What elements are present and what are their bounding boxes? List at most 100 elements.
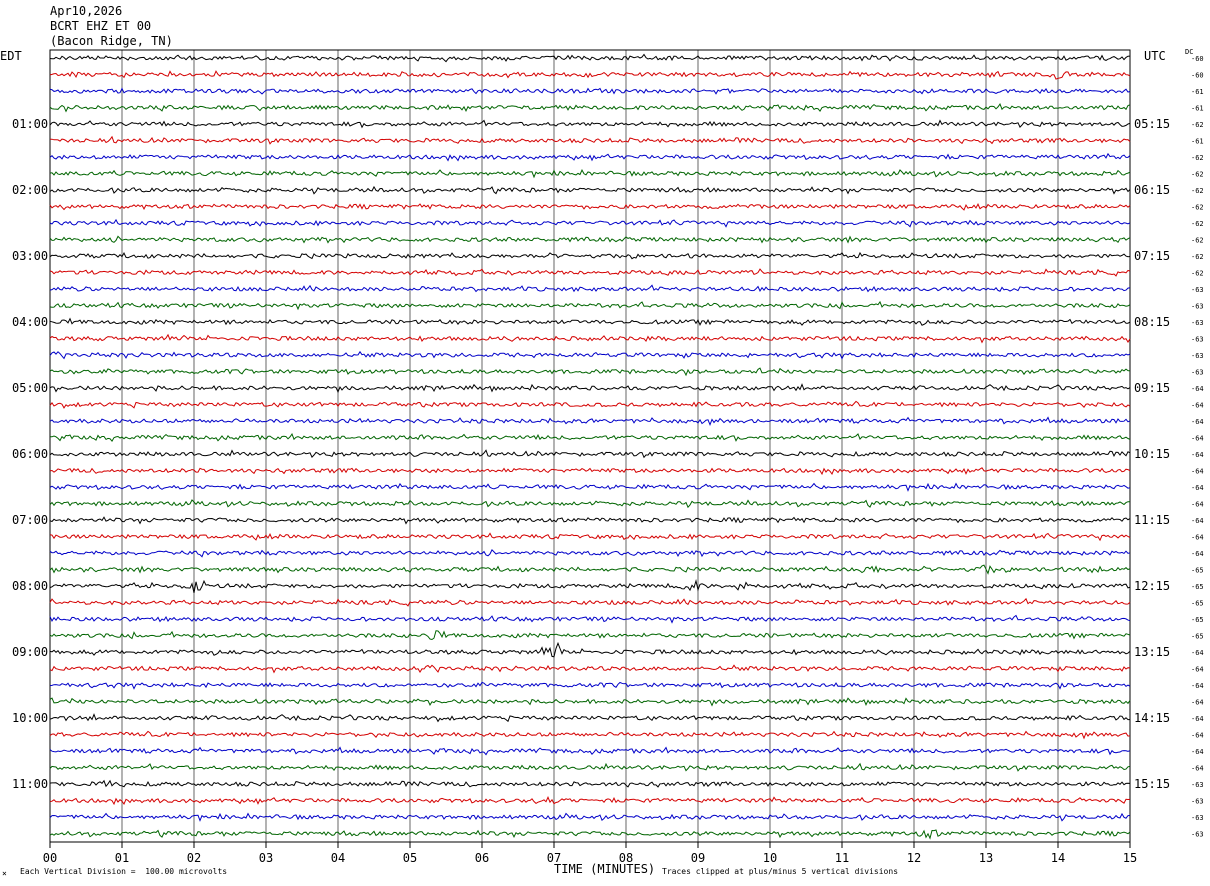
utc-label-05:15: 05:15 (1134, 117, 1170, 131)
trace-12 (49, 251, 1131, 260)
dc-offset-34: -65 (1191, 616, 1204, 624)
x-tick-label-00: 00 (43, 851, 57, 865)
utc-label-13:15: 13:15 (1134, 645, 1170, 659)
dc-offset-21: -64 (1191, 402, 1204, 410)
x-tick-label-12: 12 (907, 851, 921, 865)
trace-11 (49, 235, 1131, 244)
trace-44 (49, 779, 1131, 788)
dc-offset-5: -61 (1191, 138, 1204, 146)
utc-label-15:15: 15:15 (1134, 777, 1170, 791)
trace-7 (49, 168, 1131, 179)
utc-label-11:15: 11:15 (1134, 513, 1170, 527)
dc-offset-31: -65 (1191, 567, 1204, 575)
station-location: (Bacon Ridge, TN) (50, 34, 173, 48)
utc-label-14:15: 14:15 (1134, 711, 1170, 725)
corner-mark-icon: × (2, 869, 7, 878)
trace-46 (49, 812, 1131, 822)
trace-19 (49, 367, 1131, 377)
dc-offset-3: -61 (1191, 105, 1204, 113)
dc-offset-16: -63 (1191, 319, 1204, 327)
dc-offset-22: -64 (1191, 418, 1204, 426)
trace-2 (49, 87, 1131, 95)
utc-label-12:15: 12:15 (1134, 579, 1170, 593)
trace-27 (49, 499, 1131, 509)
dc-offset-9: -62 (1191, 204, 1204, 212)
dc-offset-8: -62 (1191, 187, 1204, 195)
dc-offset-2: -61 (1191, 88, 1204, 96)
dc-offset-6: -62 (1191, 154, 1204, 162)
trace-26 (49, 482, 1131, 492)
x-tick-label-11: 11 (835, 851, 849, 865)
edt-label-05:00: 05:00 (12, 381, 48, 395)
dc-offset-30: -64 (1191, 550, 1204, 558)
dc-offset-27: -64 (1191, 501, 1204, 509)
trace-33 (49, 597, 1131, 607)
trace-37 (49, 664, 1131, 674)
dc-offset-38: -64 (1191, 682, 1204, 690)
dc-offset-10: -62 (1191, 220, 1204, 228)
edt-time-labels: 01:00 02:00 03:00 04:00 05:00 06:00 07:00 08:00… (12, 117, 48, 791)
dc-offset-42: -64 (1191, 748, 1204, 756)
scale-note: Each Vertical Division = 100.00 microvol… (20, 867, 228, 876)
trace-29 (49, 532, 1131, 542)
trace-0 (49, 53, 1131, 63)
trace-21 (49, 400, 1131, 409)
dc-offset-39: -64 (1191, 699, 1204, 707)
dc-offset-28: -64 (1191, 517, 1204, 525)
dc-offset-44: -63 (1191, 781, 1204, 789)
x-tick-label-13: 13 (979, 851, 993, 865)
dc-offset-4: -62 (1191, 121, 1204, 129)
utc-time-labels: 05:15 06:15 07:15 08:15 09:15 10:15 11:15 12:15… (1134, 117, 1170, 791)
utc-label-08:15: 08:15 (1134, 315, 1170, 329)
dc-offset-23: -64 (1191, 435, 1204, 443)
trace-14 (49, 284, 1131, 293)
trace-24 (49, 449, 1131, 459)
edt-label-06:00: 06:00 (12, 447, 48, 461)
trace-45 (49, 796, 1131, 806)
dc-offset-47: -63 (1191, 831, 1204, 839)
x-tick-label-09: 09 (691, 851, 705, 865)
trace-9 (49, 203, 1131, 211)
edt-label-03:00: 03:00 (12, 249, 48, 263)
dc-offset-26: -64 (1191, 484, 1204, 492)
station-code: BCRT EHZ ET 00 (50, 19, 152, 33)
x-tick-label-10: 10 (763, 851, 777, 865)
trace-18 (49, 350, 1131, 360)
x-tick-label-14: 14 (1051, 851, 1065, 865)
trace-34 (49, 614, 1131, 624)
dc-offset-12: -62 (1191, 253, 1204, 261)
x-tick-label-03: 03 (259, 851, 273, 865)
dc-offset-14: -63 (1191, 286, 1204, 294)
trace-36 (49, 641, 1131, 658)
trace-20 (49, 383, 1131, 394)
trace-10 (49, 218, 1131, 228)
dc-offset-35: -65 (1191, 633, 1204, 641)
trace-16 (49, 317, 1131, 326)
dc-offset-0: -60 (1191, 55, 1204, 63)
trace-8 (49, 185, 1131, 195)
trace-13 (49, 268, 1131, 277)
trace-1 (49, 70, 1131, 80)
x-tick-label-15: 15 (1123, 851, 1137, 865)
dc-offset-13: -62 (1191, 270, 1204, 278)
x-tick-label-07: 07 (547, 851, 561, 865)
trace-6 (49, 152, 1131, 162)
trace-25 (49, 467, 1131, 476)
edt-label-09:00: 09:00 (12, 645, 48, 659)
dc-offset-46: -63 (1191, 814, 1204, 822)
x-tick-label-01: 01 (115, 851, 129, 865)
dc-offset-40: -64 (1191, 715, 1204, 723)
edt-label-01:00: 01:00 (12, 117, 48, 131)
dc-offset-labels: -60 -60 -61 -61 -62 -61 -62 -62 -62 -62 -62 -62 -62 -… (1191, 55, 1204, 839)
dc-offset-20: -64 (1191, 385, 1204, 393)
record-date: Apr10,2026 (50, 4, 123, 18)
dc-offset-15: -63 (1191, 303, 1204, 311)
clip-note: Traces clipped at plus/minus 5 vertical … (662, 867, 899, 876)
edt-label-02:00: 02:00 (12, 183, 48, 197)
dc-offset-29: -64 (1191, 534, 1204, 542)
x-tick-label-04: 04 (331, 851, 345, 865)
trace-32 (49, 578, 1131, 594)
edt-label-08:00: 08:00 (12, 579, 48, 593)
x-tick-label-02: 02 (187, 851, 201, 865)
